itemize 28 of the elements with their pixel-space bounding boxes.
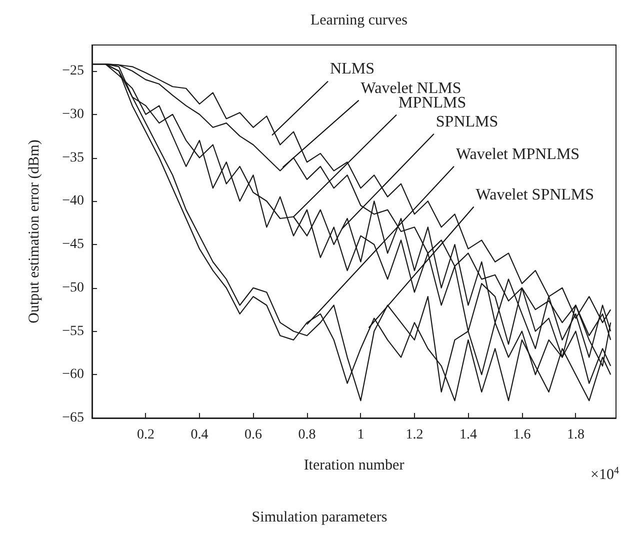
y-tick-label: −40 xyxy=(62,194,84,209)
y-tick-label: −55 xyxy=(62,324,84,339)
x-tick-label: 1.2 xyxy=(406,428,424,442)
annotation: MPNLMS xyxy=(398,94,466,112)
y-tick-label: −65 xyxy=(62,410,84,426)
y-tick-label: −35 xyxy=(62,150,84,166)
annotation: SPNLMS xyxy=(436,113,498,130)
y-axis-title: Output estimation error (dBm) xyxy=(26,140,42,324)
x-tick-label: 1.6 xyxy=(513,428,531,442)
x-axis-title: Iteration number xyxy=(304,458,404,474)
x-tick-label: 0.8 xyxy=(298,428,316,442)
y-tick-label: −50 xyxy=(62,280,84,296)
annotation: Wavelet SPNLMS xyxy=(476,186,594,204)
x-tick-label: 1 xyxy=(357,428,364,442)
chart-title: Learning curves xyxy=(310,12,408,28)
y-tick-label: −30 xyxy=(62,106,84,122)
x-tick-label: 0.6 xyxy=(244,428,262,442)
annotation: Wavelet MPNLMS xyxy=(456,146,580,163)
y-tick-label: −25 xyxy=(62,64,84,79)
text: Simulation parameters xyxy=(252,510,388,526)
annotation: NLMS xyxy=(330,60,374,78)
x-tick-label: 0.4 xyxy=(190,428,208,442)
x-tick-label: 1.4 xyxy=(459,428,477,442)
y-tick-label: −45 xyxy=(62,237,84,252)
annotation: Wavelet NLMS xyxy=(360,80,462,97)
x-tick-label: 0.2 xyxy=(136,428,154,442)
x-tick-label: 1.8 xyxy=(566,428,584,442)
y-tick-label: −60 xyxy=(62,367,84,382)
